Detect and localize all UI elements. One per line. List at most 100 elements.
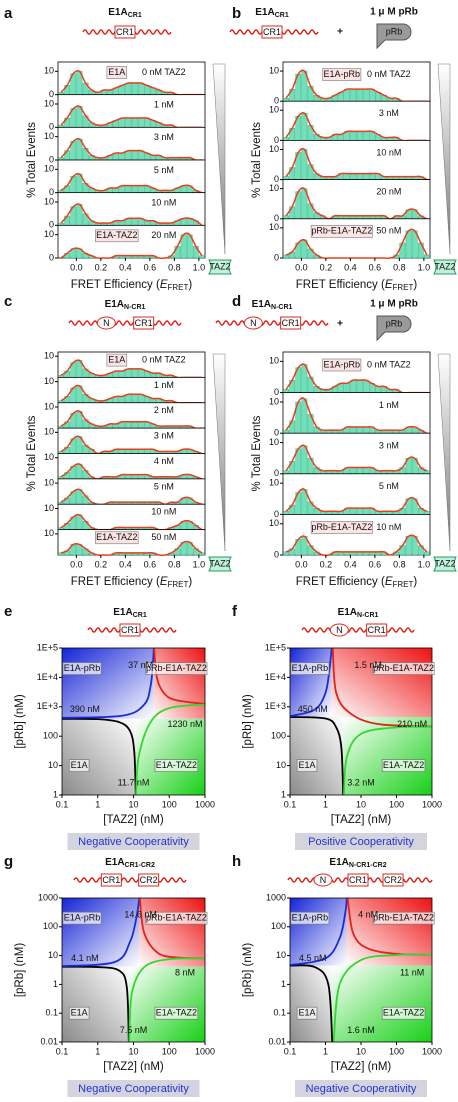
region-label: pRb-E1A-TAZ2 <box>146 663 207 673</box>
bar <box>338 134 345 141</box>
boundary-curve <box>61 965 130 1043</box>
bar <box>424 254 430 259</box>
bar <box>356 88 363 102</box>
region-fill <box>153 648 205 719</box>
x-axis-label: [TAZ2] (nM) <box>331 814 392 826</box>
region-label: E1A-TAZ2 <box>383 760 424 770</box>
x-tick-label: 1.0 <box>418 262 431 272</box>
species-tag-label: E1A <box>108 354 125 364</box>
title-name: E1A <box>105 299 124 310</box>
species-tag <box>290 911 330 925</box>
bar <box>344 88 351 102</box>
panel-label: a <box>4 5 13 22</box>
cartoon-domain-label: N <box>103 318 110 328</box>
x-tick-label: 0.6 <box>144 559 157 569</box>
species-tag-label: E1A-pRb <box>324 359 361 369</box>
x-axis-label: [TAZ2] (nM) <box>103 814 164 826</box>
species-tag <box>310 521 373 534</box>
x-tick-label: 10 <box>356 799 366 809</box>
x-tick-label: 0.2 <box>95 262 108 272</box>
row-label: 10 nM <box>376 522 401 532</box>
prb-icon <box>376 315 412 342</box>
row-label: 0 nM TAZ2 <box>367 359 411 369</box>
region-label: E1A-pRb <box>64 663 101 673</box>
conclusion: Negative Cooperativity <box>78 1083 189 1095</box>
y-tick-label: 1000 <box>38 892 58 902</box>
region-fill <box>290 965 333 1042</box>
bar <box>125 421 132 429</box>
conclusion: Negative Cooperativity <box>306 1083 417 1095</box>
x-axis-label: [TAZ2] (nM) <box>331 1061 392 1073</box>
y-tick-label: 0 <box>274 135 279 145</box>
bar <box>283 470 289 474</box>
bar <box>350 173 357 180</box>
plus-sign: + <box>337 319 343 330</box>
x-tick-label: 10 <box>128 1046 138 1056</box>
x-tick-label: 0.1 <box>284 799 297 809</box>
y-tick-label: 10 <box>269 437 279 447</box>
cartoon-domain-label: N <box>336 625 343 635</box>
bar <box>356 379 363 393</box>
cartoon-domain <box>100 873 122 887</box>
y-tick-label: 1E+5 <box>265 642 286 652</box>
region-fill <box>343 716 432 795</box>
plus-sign: + <box>337 27 343 38</box>
bar <box>283 551 289 556</box>
x-tick-label: 0.8 <box>393 262 406 272</box>
bar <box>356 173 363 180</box>
region-label: E1A-pRb <box>292 663 329 673</box>
species-tag <box>381 759 426 772</box>
y-tick-label: 1E+3 <box>265 701 286 711</box>
y-tick-label: 0 <box>49 252 54 262</box>
bar <box>424 551 430 556</box>
bar <box>424 470 430 474</box>
bar <box>119 117 126 128</box>
row-frame <box>57 376 206 404</box>
region-fill <box>290 898 347 966</box>
species-tag-label: E1A-pRb <box>324 69 361 79</box>
panel-title: E1ACR1 <box>255 7 289 19</box>
x-label-sub: FRET <box>167 283 188 292</box>
panel-label: b <box>232 5 241 22</box>
threshold-label: 37 nM <box>128 660 153 670</box>
row-label: 5 nM <box>154 165 174 175</box>
y-tick-label: 10 <box>269 478 279 488</box>
title-name: E1A <box>252 299 271 310</box>
bar <box>58 552 64 556</box>
x-label-sub: FRET <box>392 580 413 589</box>
x-tick-label: 1.0 <box>193 262 206 272</box>
bar <box>283 254 289 259</box>
y-tick-label: 0 <box>274 428 279 438</box>
bar <box>283 429 289 434</box>
y-tick-label: 0 <box>274 509 279 519</box>
boundary-curve <box>289 716 345 796</box>
bar <box>137 185 144 193</box>
x-label-var: E <box>160 279 168 291</box>
boundary-curve <box>289 647 333 718</box>
cartoon-domain <box>382 873 404 887</box>
species-tag <box>310 224 373 238</box>
x-label-text: FRET Efficiency ( <box>71 279 160 291</box>
x-tick-label: 0.2 <box>95 559 108 569</box>
y-tick-label: 10 <box>44 528 54 538</box>
boundary-curve <box>128 957 206 1043</box>
cartoon-domain-label: CR2 <box>140 875 158 885</box>
x-tick-label: 1.0 <box>418 559 431 569</box>
bar <box>362 173 369 180</box>
y-tick-label: 100 <box>43 731 58 741</box>
row-label: 3 nM <box>379 441 399 451</box>
x-axis-label: FRET Efficiency (EFRET) <box>296 279 418 292</box>
row-label: 50 nM <box>376 226 401 236</box>
species-tag-label: E1A <box>108 67 125 77</box>
bar <box>283 176 289 180</box>
boundary-curve <box>61 647 155 719</box>
bar <box>356 467 363 474</box>
region-label: E1A <box>299 760 316 770</box>
bar <box>424 511 430 515</box>
x-tick-label: 1000 <box>422 799 442 809</box>
x-tick-label: 1000 <box>195 799 215 809</box>
cartoon-domain <box>347 873 369 887</box>
bar <box>125 117 132 128</box>
region-fill <box>139 898 205 967</box>
